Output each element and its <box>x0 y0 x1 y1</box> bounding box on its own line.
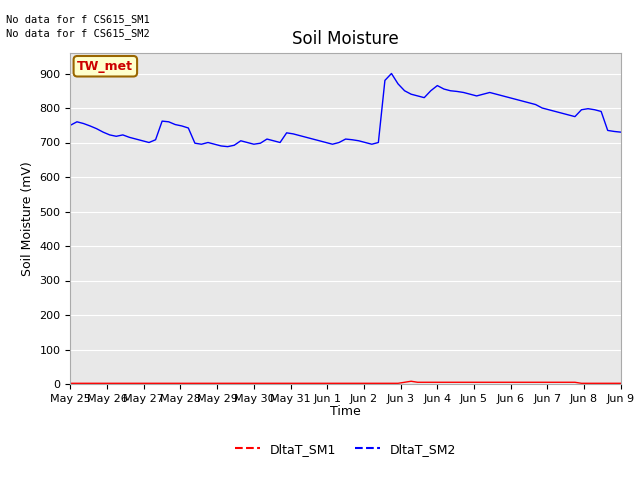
Title: Soil Moisture: Soil Moisture <box>292 30 399 48</box>
X-axis label: Time: Time <box>330 405 361 418</box>
Text: No data for f CS615_SM2: No data for f CS615_SM2 <box>6 28 150 39</box>
Text: TW_met: TW_met <box>77 60 133 73</box>
Text: No data for f CS615_SM1: No data for f CS615_SM1 <box>6 13 150 24</box>
Legend: DltaT_SM1, DltaT_SM2: DltaT_SM1, DltaT_SM2 <box>230 438 461 460</box>
Y-axis label: Soil Moisture (mV): Soil Moisture (mV) <box>21 161 34 276</box>
